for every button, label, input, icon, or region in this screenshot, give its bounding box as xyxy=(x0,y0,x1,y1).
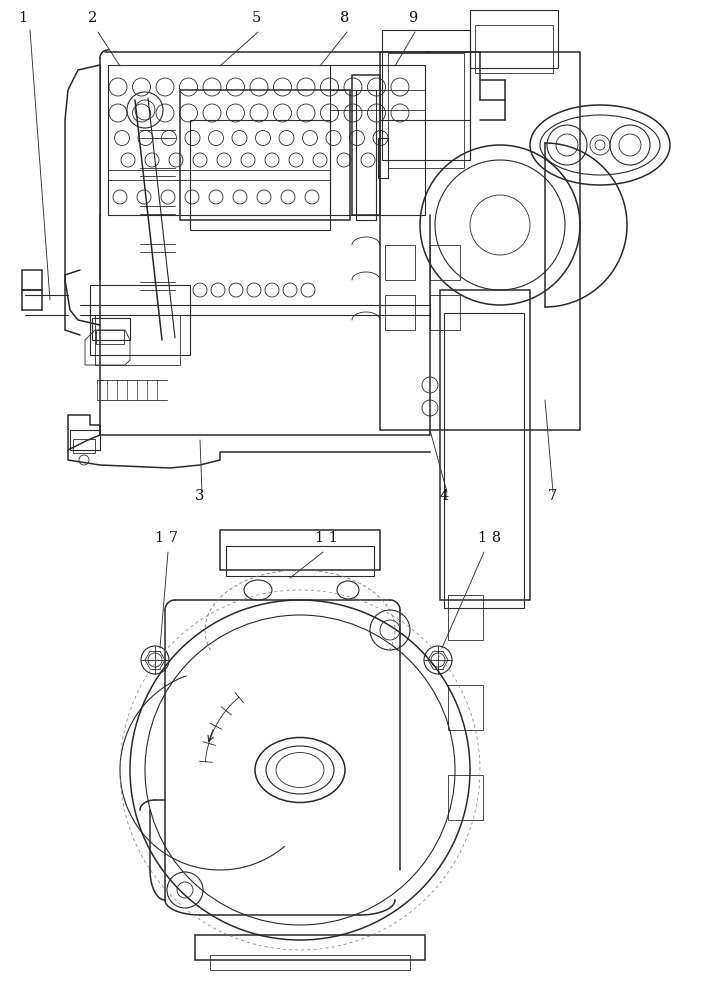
Text: 4: 4 xyxy=(440,489,449,503)
Text: 2: 2 xyxy=(88,11,97,25)
Text: 3: 3 xyxy=(195,489,204,503)
Bar xyxy=(70,430,100,450)
Bar xyxy=(448,775,483,820)
Bar xyxy=(475,25,553,73)
Bar xyxy=(470,10,558,68)
Text: 1 8: 1 8 xyxy=(478,531,501,545)
Bar xyxy=(382,30,470,160)
Bar xyxy=(96,330,124,344)
Text: 9: 9 xyxy=(408,11,417,25)
Bar xyxy=(448,595,483,640)
Text: 5: 5 xyxy=(252,11,261,25)
Bar xyxy=(430,245,460,280)
Text: 1: 1 xyxy=(18,11,27,25)
Bar xyxy=(385,295,415,330)
Bar xyxy=(90,285,190,355)
Text: 1 1: 1 1 xyxy=(315,531,338,545)
Text: 8: 8 xyxy=(340,11,349,25)
Bar xyxy=(180,90,350,220)
Bar xyxy=(92,318,130,340)
Bar xyxy=(95,315,180,365)
Bar xyxy=(444,313,524,608)
Text: 1 7: 1 7 xyxy=(155,531,178,545)
Bar xyxy=(190,120,330,230)
Bar xyxy=(220,530,380,570)
Bar xyxy=(430,295,460,330)
Bar xyxy=(226,546,374,576)
Bar xyxy=(385,245,415,280)
Bar xyxy=(388,53,464,168)
Bar xyxy=(378,138,388,178)
Text: 7: 7 xyxy=(548,489,558,503)
Bar xyxy=(352,75,380,215)
Bar xyxy=(440,290,530,600)
Bar xyxy=(195,935,425,960)
Bar xyxy=(448,685,483,730)
Bar xyxy=(22,270,42,290)
Bar xyxy=(356,90,376,220)
Bar xyxy=(73,439,95,453)
Bar xyxy=(210,955,410,970)
